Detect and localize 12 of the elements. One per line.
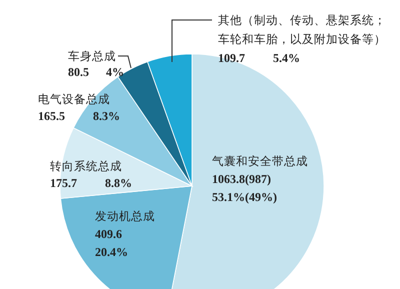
text: 80.5 4% bbox=[68, 65, 124, 79]
slice-label: 转向系统总成 bbox=[50, 159, 122, 173]
text: 175.7 8.8% bbox=[50, 176, 132, 190]
text: 109.7 5.4% bbox=[218, 51, 300, 65]
text: 165.5 8.3% bbox=[38, 109, 120, 123]
slice-label: 电气设备总成 bbox=[38, 92, 110, 106]
slice-label: 其他（制动、传动、悬架系统；车轮和车胎，以及附加设备等） bbox=[218, 13, 386, 46]
data-label: 409.6 20.4% bbox=[95, 227, 128, 259]
slice-label: 气囊和安全带总成 bbox=[212, 154, 308, 168]
slice-label: 车身总成 bbox=[68, 49, 116, 63]
slice-label: 发动机总成 bbox=[95, 209, 155, 223]
data-label: 1063.8(987) 53.1%(49%) bbox=[212, 172, 277, 204]
